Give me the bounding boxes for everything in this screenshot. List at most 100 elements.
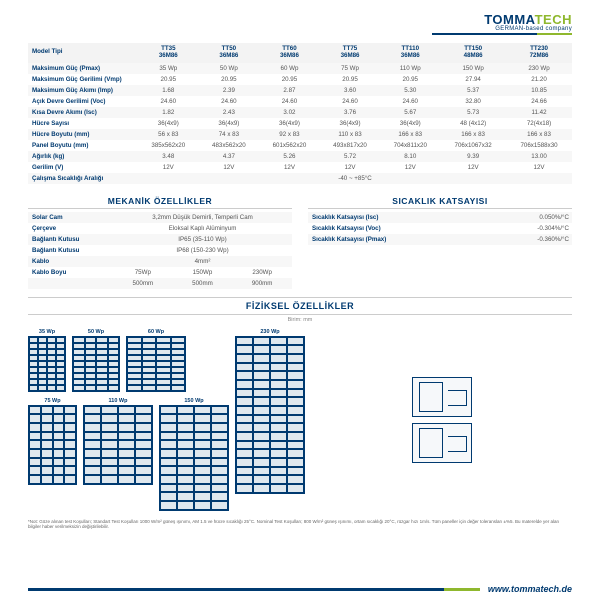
spec-cell: 1.68: [138, 85, 199, 96]
spec-cell: 483x562x20: [199, 140, 260, 151]
spec-cell: 12V: [320, 162, 381, 173]
spec-cell: 8.10: [380, 151, 440, 162]
spec-cell: 12V: [138, 162, 199, 173]
spec-cell: 32.80: [440, 96, 506, 107]
spec-cell: 166 x 83: [506, 129, 572, 140]
spec-header: TT23072M86: [506, 43, 572, 63]
temp-val: -0.360%/°C: [393, 234, 572, 245]
temp-key: Sıcaklık Katsayısı (Isc): [308, 212, 393, 223]
spec-cell: 2.87: [259, 85, 320, 96]
footer: www.tommatech.de: [28, 584, 572, 594]
profile-views: [311, 329, 572, 511]
spec-cell: 36(4x9): [138, 118, 199, 129]
panel-label: 150 Wp: [159, 398, 229, 404]
brand-underline: [432, 33, 572, 35]
spec-cell: 24.60: [199, 96, 260, 107]
spec-cell: 24.60: [380, 96, 440, 107]
panel-label: 60 Wp: [126, 329, 186, 335]
temp-val: -0.304%/°C: [393, 223, 572, 234]
spec-cell: 75 Wp: [320, 63, 381, 74]
temp-title: SICAKLIK KATSAYISI: [308, 192, 572, 209]
spec-cell: 13.00: [506, 151, 572, 162]
spec-cell: 5.72: [320, 151, 381, 162]
spec-cell: 1.82: [138, 107, 199, 118]
spec-cell: 36(4x9): [199, 118, 260, 129]
panel-frame: [83, 405, 153, 485]
profile-drawing: [412, 377, 472, 417]
panel-frame: [235, 336, 305, 494]
footer-bar-accent: [444, 588, 480, 591]
mech-key: Çerçeve: [28, 223, 113, 234]
spec-row-label: Ağırlık (kg): [28, 151, 138, 162]
spec-row-label: Maksimum Güç (Pmax): [28, 63, 138, 74]
panel-frame: [72, 336, 120, 392]
mech-val: IP65 (35-110 Wp): [113, 234, 292, 245]
fineprint: *Not: Göze alınan test Koşulları; Standa…: [28, 519, 572, 531]
mech-val: 500mm: [113, 278, 173, 289]
spec-cell: 50 Wp: [199, 63, 260, 74]
panel-label: 230 Wp: [235, 329, 305, 335]
spec-header: TT15048M86: [440, 43, 506, 63]
panel-diagram: 60 Wp: [126, 329, 186, 392]
temp-key: Sıcaklık Katsayısı (Pmax): [308, 234, 393, 245]
mech-key: Bağlantı Kutusu: [28, 234, 113, 245]
spec-cell: 2.39: [199, 85, 260, 96]
spec-cell: 385x562x20: [138, 140, 199, 151]
brand-name-a: TOMMA: [484, 12, 534, 27]
spec-cell: 92 x 83: [259, 129, 320, 140]
spec-cell: 12V: [259, 162, 320, 173]
spec-row-label: Hücre Boyutu (mm): [28, 129, 138, 140]
mech-val: 150Wp: [173, 267, 233, 278]
spec-cell: 2.43: [199, 107, 260, 118]
spec-cell: 60 Wp: [259, 63, 320, 74]
spec-cell: 230 Wp: [506, 63, 572, 74]
spec-cell: 166 x 83: [440, 129, 506, 140]
spec-cell: 110 x 83: [320, 129, 381, 140]
profile-drawing: [412, 423, 472, 463]
panel-diagram: 230 Wp: [235, 329, 305, 494]
brand-name-b: TECH: [535, 12, 572, 27]
spec-header: TT11036M86: [380, 43, 440, 63]
spec-cell: 5.30: [380, 85, 440, 96]
mech-val: 4mm²: [113, 256, 292, 267]
spec-row-label: Maksimum Güç Akımı (Imp): [28, 85, 138, 96]
spec-cell: 20.95: [320, 74, 381, 85]
spec-cell: 35 Wp: [138, 63, 199, 74]
mech-val: 500mm: [173, 278, 233, 289]
mech-val: 230Wp: [232, 267, 292, 278]
spec-cell: 36(4x9): [259, 118, 320, 129]
spec-cell: 10.85: [506, 85, 572, 96]
mech-key: Kablo: [28, 256, 113, 267]
spec-cell: 110 Wp: [380, 63, 440, 74]
spec-cell: 74 x 83: [199, 129, 260, 140]
panel-diagram: 110 Wp: [83, 398, 153, 485]
spec-cell: 3.02: [259, 107, 320, 118]
mech-val: 75Wp: [113, 267, 173, 278]
phys-title: FİZİKSEL ÖZELLİKLER: [28, 297, 572, 315]
spec-table: Model TipiTT3536M86TT5036M86TT6036M86TT7…: [28, 43, 572, 184]
spec-cell: 12V: [506, 162, 572, 173]
panel-frame: [126, 336, 186, 392]
spec-cell: 166 x 83: [380, 129, 440, 140]
spec-row-label: Maksimum Güç Gerilimi (Vmp): [28, 74, 138, 85]
spec-cell: 24.60: [138, 96, 199, 107]
spec-cell: 20.95: [138, 74, 199, 85]
panel-frame: [28, 405, 77, 485]
spec-cell: 150 Wp: [440, 63, 506, 74]
spec-row-label: Çalışma Sıcaklığı Aralığı: [28, 173, 138, 184]
spec-cell: 24.66: [506, 96, 572, 107]
datasheet-page: TOMMATECH GERMAN-based company Model Tip…: [0, 0, 600, 600]
spec-header: TT3536M86: [138, 43, 199, 63]
spec-cell: 5.67: [380, 107, 440, 118]
mech-val: Eloksal Kaplı Alüminyum: [113, 223, 292, 234]
spec-cell: 27.94: [440, 74, 506, 85]
spec-cell: 36(4x9): [320, 118, 381, 129]
footer-bar: [28, 588, 444, 591]
spec-cell: 12V: [440, 162, 506, 173]
panel-frame: [159, 405, 229, 511]
spec-row-label: Hücre Sayısı: [28, 118, 138, 129]
spec-cell: 3.60: [320, 85, 381, 96]
spec-row-label: Açık Devre Gerilimi (Voc): [28, 96, 138, 107]
spec-cell: 11.42: [506, 107, 572, 118]
spec-cell: 4.37: [199, 151, 260, 162]
